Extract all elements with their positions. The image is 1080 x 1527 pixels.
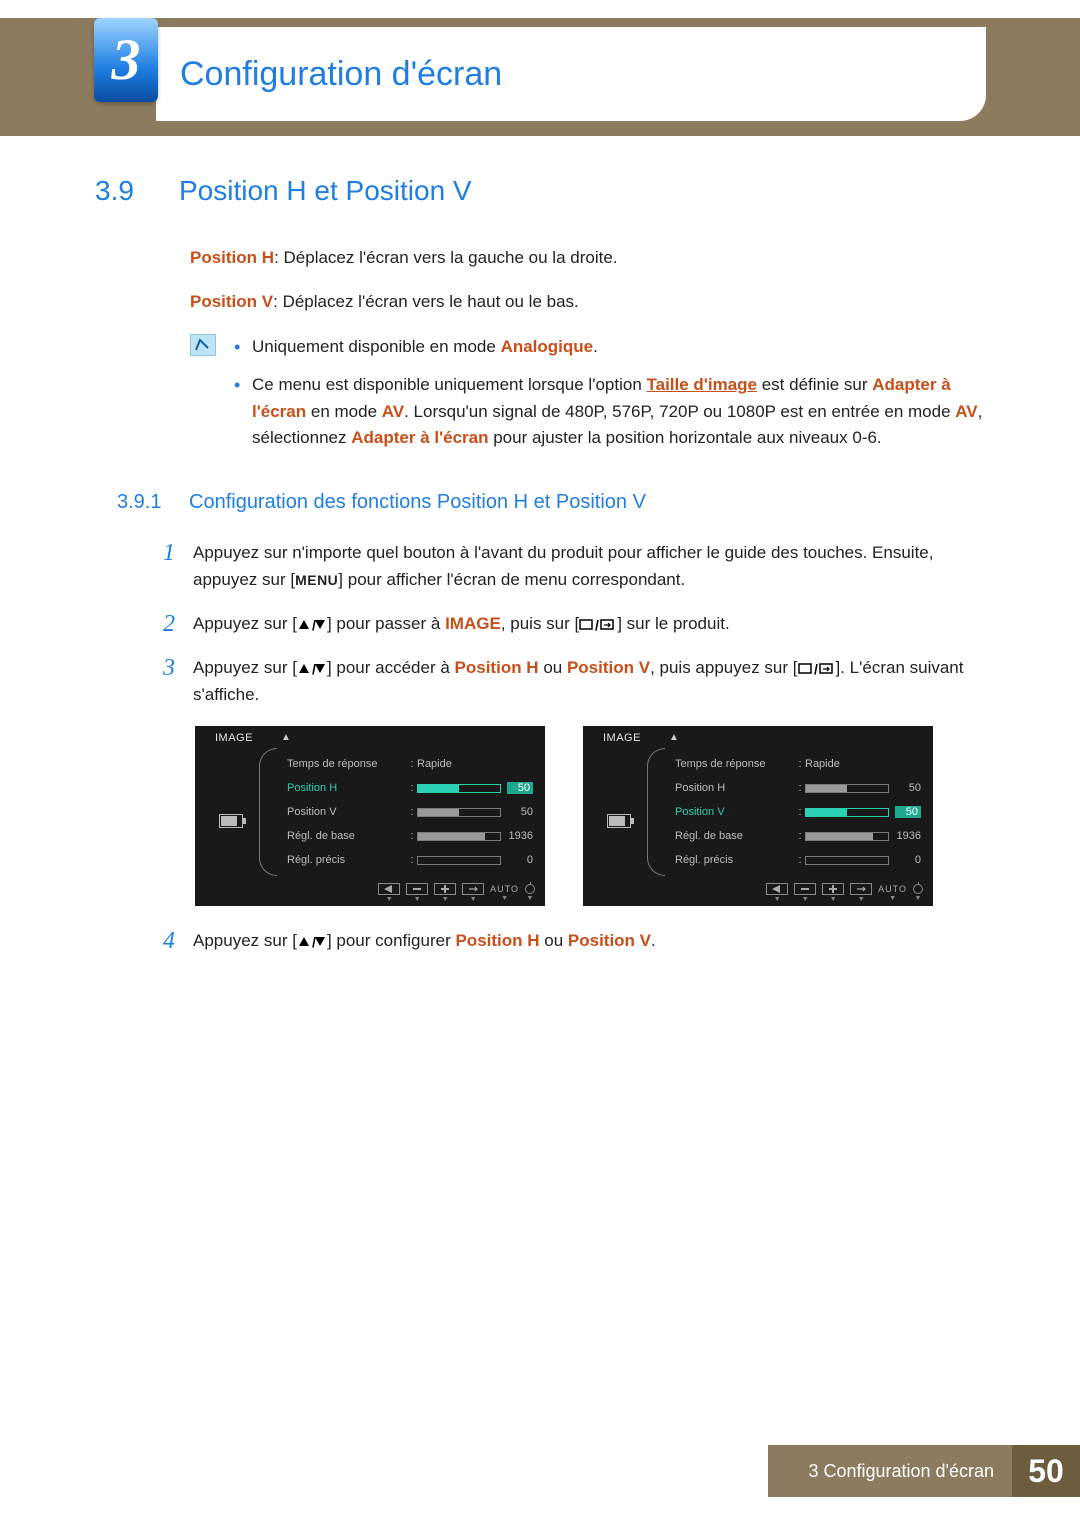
step-3: 3 Appuyez sur [/] pour accéder à Positio… [163, 655, 995, 708]
osd-title: IMAGE [215, 732, 253, 744]
osd-curve-decoration [259, 748, 277, 876]
step-number: 3 [163, 655, 193, 708]
step-number: 4 [163, 928, 193, 954]
note-icon [190, 334, 230, 463]
link-taille-image[interactable]: Taille d'image [647, 375, 757, 394]
chapter-title-panel: Configuration d'écran [156, 27, 986, 121]
osd-row: Position H:50 [287, 776, 533, 800]
osd-battery-icon [219, 814, 243, 828]
subsection-number: 3.9.1 [117, 491, 189, 514]
footer-chapter-label: 3 Configuration d'écran [768, 1445, 1012, 1497]
osd-footer-key [406, 883, 428, 895]
osd-rows: Temps de réponse:RapidePosition H:50Posi… [675, 752, 921, 872]
osd-auto-label: AUTO [878, 884, 907, 894]
osd-footer: ▼▼▼▼AUTO▼▼ [583, 882, 933, 906]
section-title: Position H et Position V [179, 175, 472, 206]
osd-battery-icon [607, 814, 631, 828]
label-position-v: Position V [190, 292, 273, 311]
osd-power-icon [913, 884, 923, 894]
up-down-icon: / [297, 658, 327, 677]
osd-row: Position H:50 [675, 776, 921, 800]
up-down-icon: / [297, 931, 327, 950]
content: 3.9Position H et Position V Position H: … [95, 175, 995, 973]
osd-row: Régl. de base:1936 [287, 824, 533, 848]
osd-power-icon [525, 884, 535, 894]
osd-title: IMAGE [603, 732, 641, 744]
osd-footer-key [850, 883, 872, 895]
osd-curve-decoration [647, 748, 665, 876]
osd-right: IMAGE ▲ Temps de réponse:RapidePosition H:… [583, 726, 933, 906]
osd-footer-key [766, 883, 788, 895]
osd-footer-key [822, 883, 844, 895]
source-enter-icon: / [798, 658, 836, 677]
step-number: 2 [163, 611, 193, 637]
osd-row: Position V:50 [675, 800, 921, 824]
chapter-number-badge: 3 [94, 18, 158, 102]
step-1: 1 Appuyez sur n'importe quel bouton à l'… [163, 540, 995, 593]
note-block: Uniquement disponible en mode Analogique… [190, 334, 995, 463]
osd-left: IMAGE ▲ Temps de réponse:RapidePosition H:… [195, 726, 545, 906]
osd-footer: ▼▼▼▼AUTO▼▼ [195, 882, 545, 906]
osd-row: Temps de réponse:Rapide [675, 752, 921, 776]
section-number: 3.9 [95, 175, 179, 207]
chapter-title: Configuration d'écran [180, 55, 502, 94]
osd-footer-key [434, 883, 456, 895]
subsection-heading: 3.9.1Configuration des fonctions Positio… [117, 491, 995, 514]
note-item: Ce menu est disponible uniquement lorsqu… [230, 372, 995, 451]
osd-footer-key [462, 883, 484, 895]
steps-list: 1 Appuyez sur n'importe quel bouton à l'… [163, 540, 995, 954]
note-list: Uniquement disponible en mode Analogique… [230, 334, 995, 463]
step-4: 4 Appuyez sur [/] pour configurer Positi… [163, 928, 995, 954]
osd-row: Régl. précis:0 [287, 848, 533, 872]
osd-row: Régl. de base:1936 [675, 824, 921, 848]
osd-rows: Temps de réponse:RapidePosition H:50Posi… [287, 752, 533, 872]
subsection-title: Configuration des fonctions Position H e… [189, 491, 646, 513]
up-down-icon: / [297, 614, 327, 633]
intro-position-h: Position H: Déplacez l'écran vers la gau… [190, 245, 995, 271]
svg-text:/: / [595, 618, 599, 632]
footer-page-number: 50 [1012, 1445, 1080, 1497]
page: 3 Configuration d'écran 3.9Position H et… [0, 0, 1080, 1527]
osd-row: Régl. précis:0 [675, 848, 921, 872]
page-footer: 3 Configuration d'écran 50 [768, 1445, 1080, 1497]
osd-row: Temps de réponse:Rapide [287, 752, 533, 776]
step-number: 1 [163, 540, 193, 593]
osd-scroll-up-icon: ▲ [669, 732, 679, 743]
step-2: 2 Appuyez sur [/] pour passer à IMAGE, p… [163, 611, 995, 637]
label-position-h: Position H [190, 248, 274, 267]
osd-scroll-up-icon: ▲ [281, 732, 291, 743]
osd-screenshots: IMAGE▲Temps de réponse:RapidePosition H:… [195, 726, 995, 906]
osd-footer-key [794, 883, 816, 895]
intro-position-v: Position V: Déplacez l'écran vers le hau… [190, 289, 995, 315]
osd-auto-label: AUTO [490, 884, 519, 894]
svg-text:/: / [814, 662, 818, 676]
menu-symbol: MENU [295, 572, 338, 588]
section-heading: 3.9Position H et Position V [95, 175, 995, 207]
source-enter-icon: / [579, 614, 617, 633]
note-item: Uniquement disponible en mode Analogique… [230, 334, 995, 360]
osd-row: Position V:50 [287, 800, 533, 824]
osd-footer-key [378, 883, 400, 895]
